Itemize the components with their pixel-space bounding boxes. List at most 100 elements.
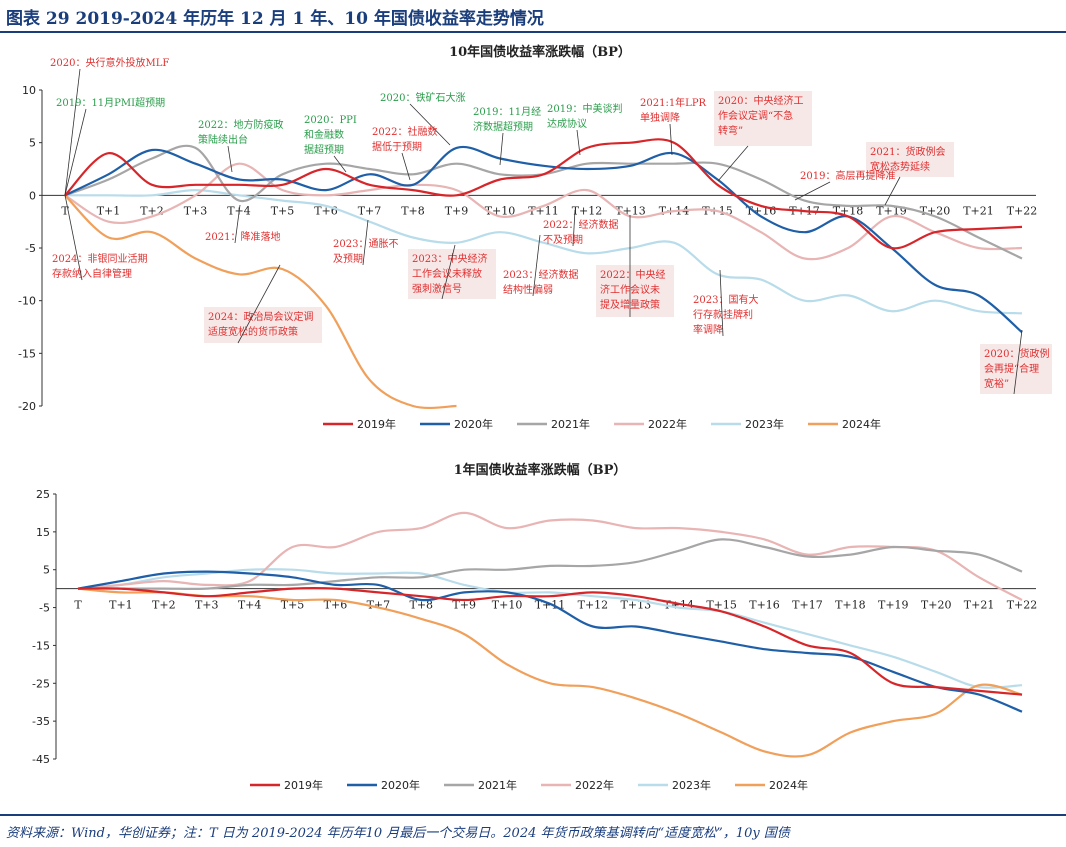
annotation: 2023：中央经济工作会议未释放强刺激信号 (408, 244, 496, 300)
legend-label: 2019年 (357, 417, 396, 431)
annotation-leader (362, 219, 369, 266)
annotation: 2020：货政例会再提“合理宽裕” (980, 329, 1052, 395)
annotation: 2019：11月PMI超预期 (56, 96, 165, 196)
series-line-2021 (78, 538, 1023, 591)
annotation-text: 2020：PPI 和金融数据超预期 (304, 115, 357, 156)
annotation: 2021：货政例会宽松态势延续 (866, 142, 954, 206)
annotation: 2023：国有大行存款挂牌利率调降 (693, 269, 758, 337)
series-line-2024 (64, 194, 457, 410)
annotation-text: 2022：中央经济工作会议未提及增量政策 (600, 268, 665, 311)
x-tick-label: T+7 (358, 204, 382, 217)
y-tick-label: 15 (36, 526, 50, 539)
legend-label: 2021年 (551, 417, 590, 431)
x-tick-label: T+8 (409, 599, 433, 612)
y-tick-label: 5 (29, 137, 36, 150)
y-tick-label: 5 (43, 564, 50, 577)
annotation-leader (64, 68, 81, 196)
x-tick-label: T+12 (578, 599, 609, 612)
y-tick-label: -15 (32, 639, 50, 652)
annotation-text: 2020：货政例会再提“合理宽裕” (984, 347, 1049, 390)
annotation-leader (576, 129, 581, 156)
legend-label: 2024年 (769, 778, 808, 792)
x-tick-label: T+18 (835, 599, 866, 612)
series-line-2020 (64, 145, 1023, 334)
annotation-text: 2023：经济数据结构性偏弱 (503, 268, 578, 296)
annotation: 2022：地方防疫政策陆续出台 (198, 118, 283, 173)
annotation-text: 2019：11月PMI超预期 (56, 96, 165, 109)
x-tick-label: T+3 (195, 599, 219, 612)
annotation-leader (669, 123, 673, 156)
chart1-title: 10年国债收益率涨跌幅（BP） (449, 44, 631, 60)
legend-label: 2020年 (381, 778, 420, 792)
annotation-leader (717, 145, 749, 182)
annotation-leader (227, 145, 233, 173)
x-tick-label: T+9 (445, 204, 469, 217)
annotation-text: 2019：11月经济数据超预期 (473, 105, 541, 133)
annotation: 2022：中央经济工作会议未提及增量政策 (596, 215, 674, 317)
annotation: 2024：政治局会议定调适度宽松的货币政策 (204, 264, 322, 344)
x-tick-label: T+19 (878, 599, 909, 612)
annotation: 2020：PPI 和金融数据超预期 (304, 115, 357, 173)
y-tick-label: 25 (36, 488, 50, 501)
x-tick-label: T (61, 204, 69, 217)
annotation-leader (409, 103, 451, 146)
annotation: 2019：中美谈判达成协议 (547, 102, 622, 156)
annotation-leader (884, 176, 901, 206)
annotation-text: 2021：货政例会宽松态势延续 (870, 145, 945, 173)
x-tick-label: T+21 (963, 204, 994, 217)
annotation: 2023：通胀不及预期 (333, 219, 398, 266)
footer-rule (0, 814, 1066, 816)
chart2-title: 1年国债收益率涨跌幅（BP） (454, 462, 627, 478)
x-tick-label: T+9 (452, 599, 476, 612)
annotation: 2020：铁矿石大涨 (380, 91, 465, 146)
annotation: 2020：中央经济工作会议定调“不急转弯” (714, 91, 812, 182)
annotation-leader (401, 152, 411, 181)
annotation-box (204, 307, 322, 343)
y-tick-label: -5 (25, 242, 36, 255)
annotation-text: 2020：央行意外投放MLF (50, 56, 169, 69)
legend-label: 2022年 (648, 417, 687, 431)
x-tick-label: T+5 (271, 204, 295, 217)
annotation-text: 2019：高层再提降准 (800, 169, 895, 182)
annotation-leader (1013, 329, 1023, 395)
chart1-axes: 1050-5-10-15-20TT+1T+2T+3T+4T+5T+6T+7T+8… (18, 84, 1037, 413)
chart1-lines (64, 138, 1023, 410)
x-tick-label: T+4 (238, 599, 262, 612)
annotation-leader (237, 264, 281, 344)
annotation-leader (333, 155, 347, 173)
figure-header: 图表 29 2019-2024 年历年 12 月 1 年、10 年国债收益率走势… (0, 0, 1066, 33)
x-tick-label: T+1 (97, 204, 121, 217)
annotation-text: 2020：中央经济工作会议定调“不急转弯” (718, 94, 803, 137)
annotation-text: 2022：社融数据低于预期 (372, 125, 437, 153)
legend-label: 2024年 (842, 417, 881, 431)
series-line-2022 (64, 162, 1023, 261)
annotation: 2022：社融数据低于预期 (372, 125, 437, 181)
annotation-box (714, 91, 812, 146)
figure-footer: 资料来源：Wind，华创证券；注：T 日为 2019-2024 年历年10 月最… (0, 814, 1066, 847)
legend-label: 2020年 (454, 417, 493, 431)
series-line-2024 (77, 587, 1023, 758)
x-tick-label: T+10 (492, 599, 523, 612)
chart2-legend: 2019年 2020年 2021年 2022年 2023年 2024年 (250, 778, 808, 792)
annotation-leader (234, 204, 241, 244)
annotation-leader (64, 108, 87, 196)
x-tick-label: T+17 (792, 599, 823, 612)
x-tick-label: T+15 (706, 599, 737, 612)
annotation-text: 2024：政治局会议定调适度宽松的货币政策 (208, 310, 313, 338)
x-tick-label: T+22 (1007, 599, 1038, 612)
annotation-text: 2023：中央经济工作会议未释放强刺激信号 (412, 252, 487, 295)
y-tick-label: -15 (18, 347, 36, 360)
annotation-box (866, 142, 954, 177)
annotation: 2024：非银同业活期存款纳入自律管理 (52, 194, 147, 281)
source-note: 资料来源：Wind，华创证券；注：T 日为 2019-2024 年历年10 月最… (6, 826, 790, 841)
annotation-leader (572, 209, 576, 247)
chart2-axes: 25 15 5 -5 -15 -25 -35 -45 T T+1 T+2 T+3 T+4 T+5 T+6 T+… (32, 488, 1037, 766)
legend-label: 2019年 (284, 778, 323, 792)
annotation-text: 2022：地方防疫政策陆续出台 (198, 118, 283, 146)
x-tick-label: T+16 (749, 599, 780, 612)
x-tick-label: T (74, 599, 82, 612)
annotation-leader (719, 269, 724, 337)
y-tick-label: 10 (22, 84, 36, 97)
x-tick-label: T+3 (184, 204, 208, 217)
